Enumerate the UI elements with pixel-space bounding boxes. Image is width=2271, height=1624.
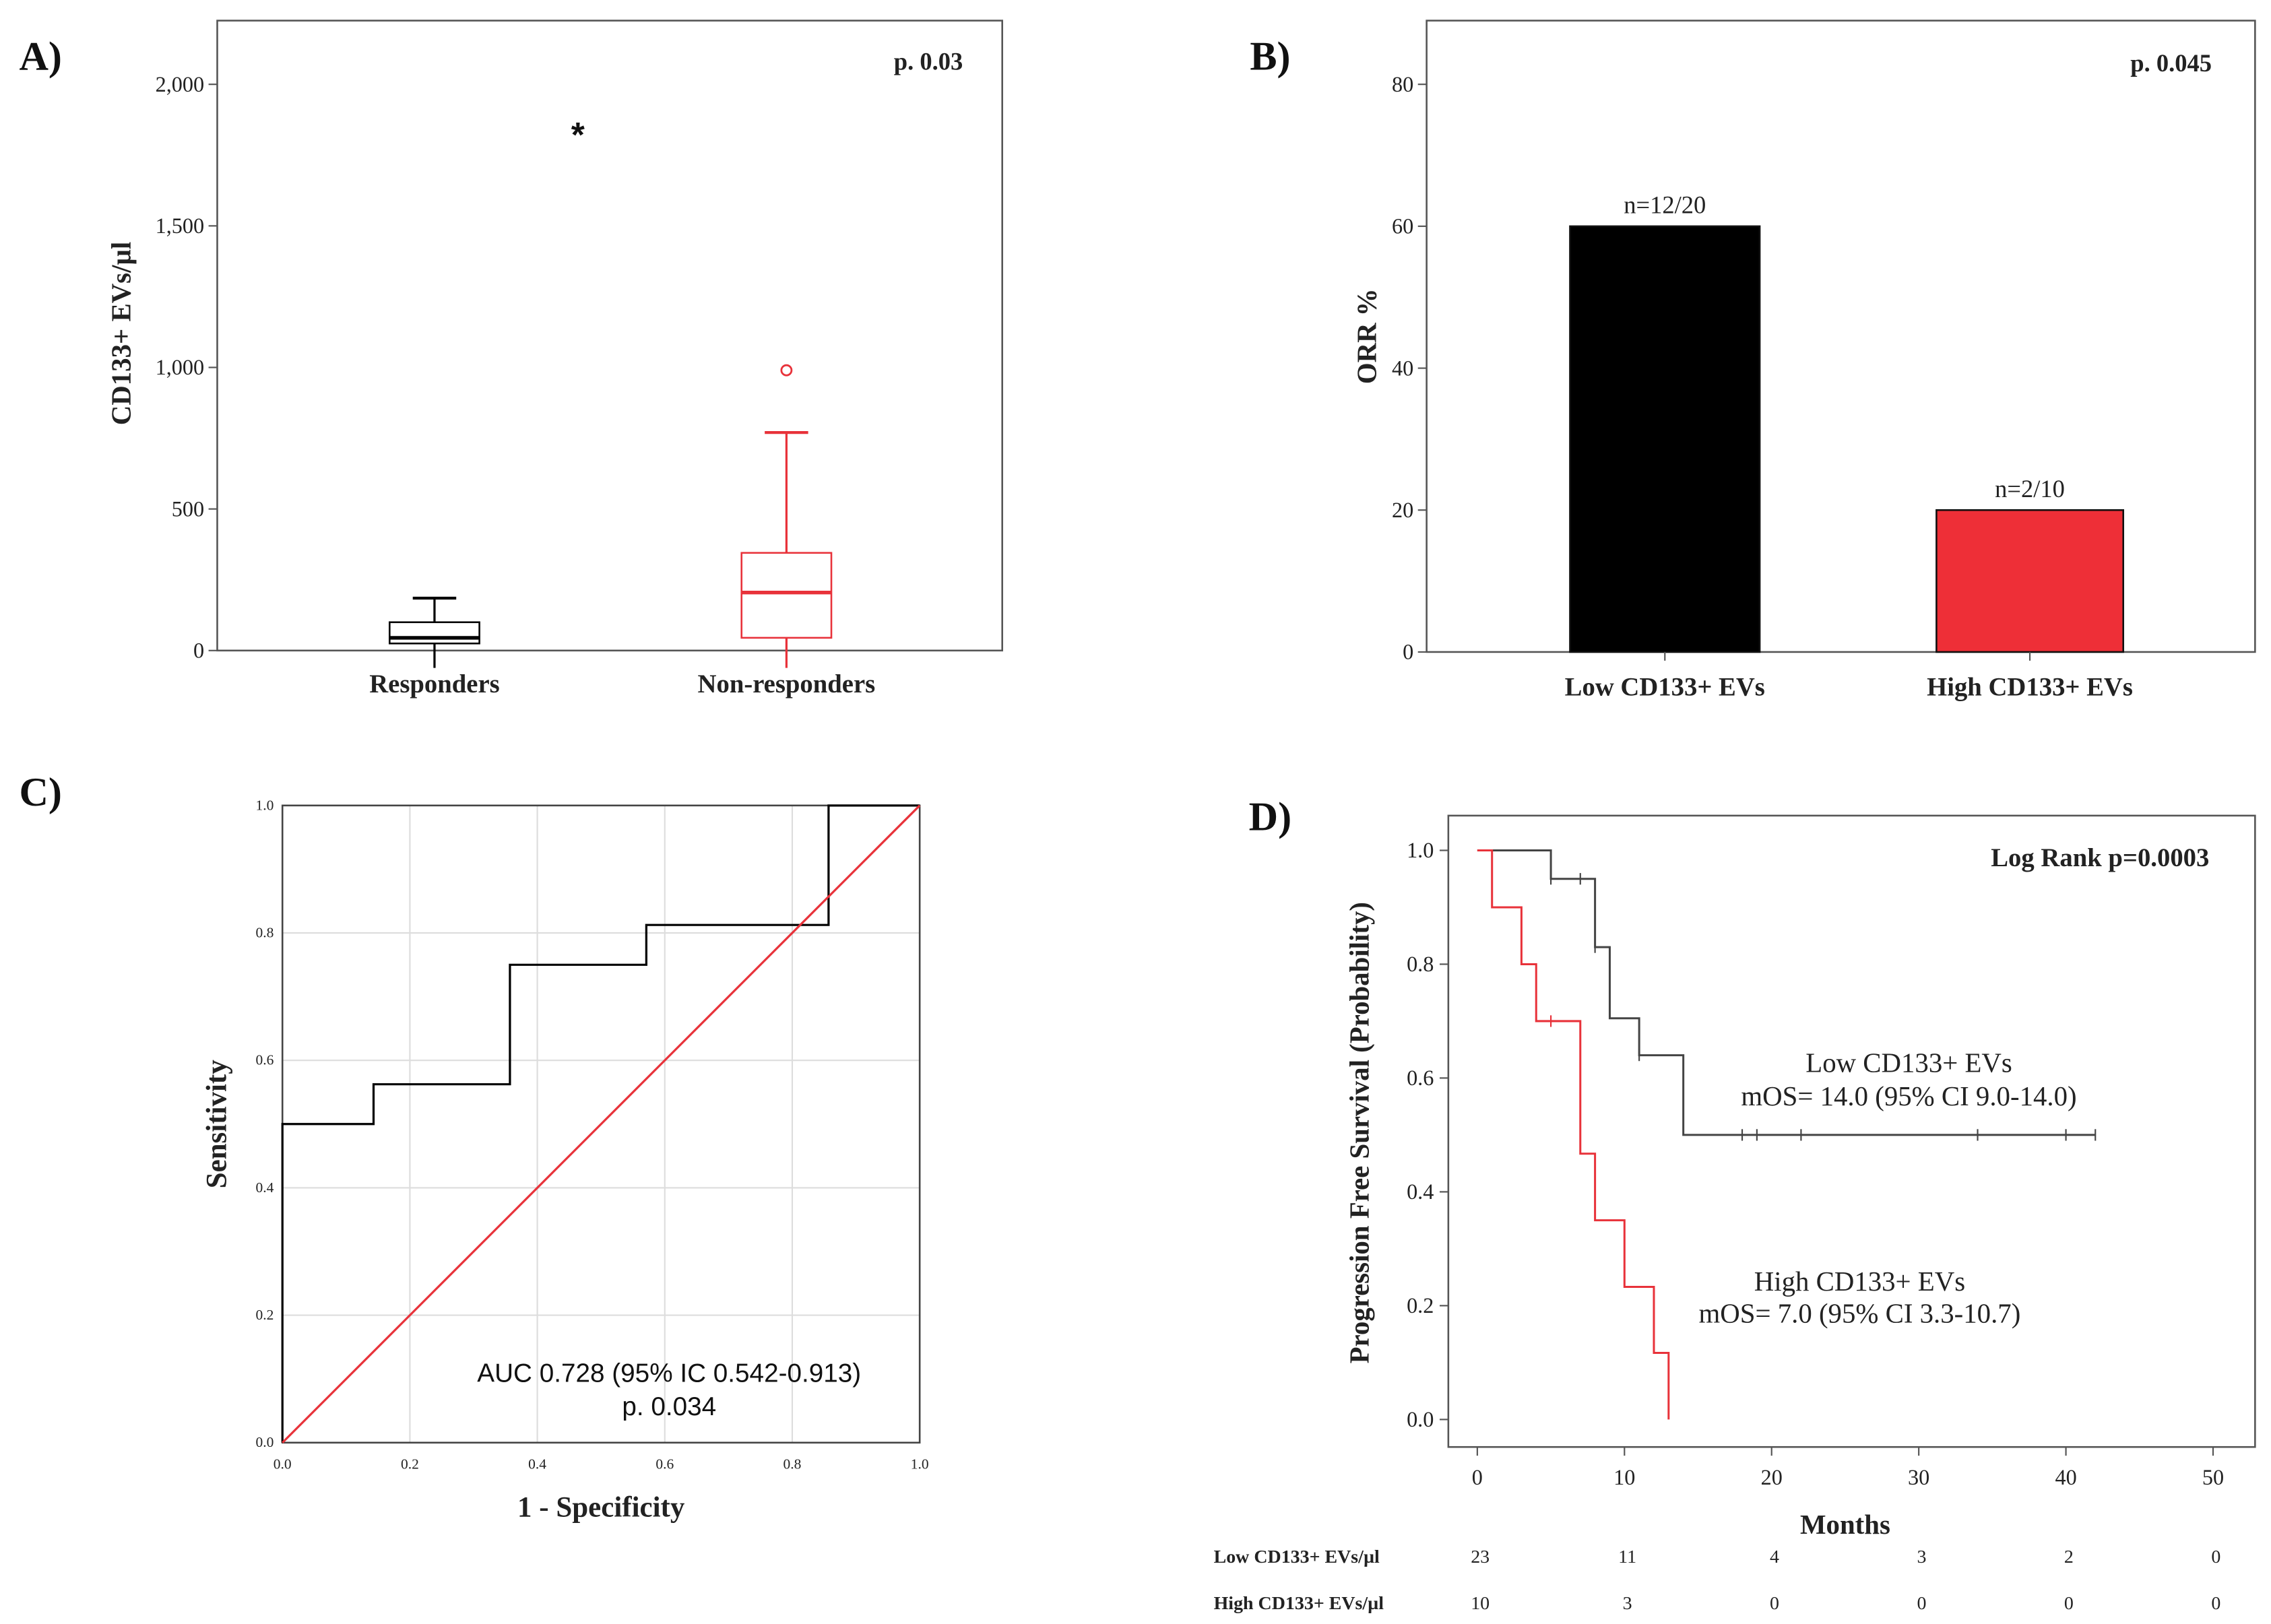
x-axis-label: 1 - Specificity (517, 1491, 685, 1523)
x-tick-label: Low CD133+ EVs (1565, 673, 1765, 701)
y-tick-label: 60 (1392, 214, 1413, 238)
x-axis-label: Months (1800, 1509, 1890, 1540)
y-tick-label: 0.0 (1407, 1407, 1434, 1431)
risk-table-count: 0 (2211, 1593, 2220, 1614)
y-tick-label: 0.6 (255, 1052, 274, 1068)
y-axis-label: Sensitivity (201, 1060, 232, 1189)
risk-table-count: 0 (1917, 1593, 1926, 1614)
risk-table-count: 23 (1471, 1547, 1490, 1567)
curve-median-label: mOS= 14.0 (95% CI 9.0-14.0) (1741, 1081, 2076, 1111)
y-tick-label: 80 (1392, 72, 1413, 96)
risk-table-label: Low CD133+ EVs/µl (1214, 1547, 1380, 1567)
y-tick-label: 500 (172, 496, 204, 521)
risk-table-count: 11 (1618, 1547, 1636, 1567)
x-tick-label: 20 (1761, 1465, 1783, 1489)
y-tick-label: 0.6 (1407, 1066, 1434, 1090)
y-axis-label: CD133+ EVs/µl (106, 242, 136, 426)
plot-frame (1426, 20, 2256, 653)
p-value: p. 0.045 (2130, 49, 2212, 77)
x-tick-label: 0.0 (274, 1456, 292, 1472)
bar-data-label: n=2/10 (1995, 475, 2065, 502)
x-tick-label: 40 (2055, 1465, 2076, 1489)
box-1 (740, 552, 833, 639)
risk-table-count: 4 (1770, 1547, 1779, 1567)
x-tick-label: High CD133+ EVs (1927, 673, 2133, 701)
auc-annotation: AUC 0.728 (95% IC 0.542-0.913) (477, 1359, 861, 1388)
y-axis-label: ORR % (1351, 288, 1382, 384)
log-rank-p-value: Log Rank p=0.0003 (1991, 844, 2209, 872)
panel-label: D) (1249, 794, 1292, 839)
y-tick-label: 0 (1403, 640, 1413, 664)
y-tick-label: 2,000 (156, 72, 205, 96)
y-tick-label: 0.4 (255, 1179, 274, 1196)
y-axis-label: Progression Free Survival (Probability) (1345, 902, 1375, 1363)
plot-frame (216, 20, 1004, 652)
risk-table-count: 3 (1917, 1547, 1926, 1567)
bar-1 (1936, 509, 2125, 653)
panel-label: C) (19, 770, 62, 815)
x-tick-label: 1.0 (911, 1456, 929, 1472)
curve-label: High CD133+ EVs (1754, 1266, 1965, 1297)
x-tick-label: 0.2 (401, 1456, 419, 1472)
risk-table-label: High CD133+ EVs/µl (1214, 1593, 1384, 1614)
y-tick-label: 0 (193, 639, 204, 663)
x-tick-label: 50 (2202, 1465, 2224, 1489)
x-tick-label: 0 (1472, 1465, 1483, 1489)
reference-line (282, 804, 921, 1443)
x-tick-label: 30 (1908, 1465, 1929, 1489)
panel-label: B) (1250, 34, 1290, 79)
plot-frame (1447, 814, 2256, 1448)
roc-curve (281, 804, 920, 1443)
x-tick-label: 0.4 (528, 1456, 546, 1472)
panel-b: B) 0 20 40 60 80 ORR % p. 0.045 n=12/20 Low CD133… (1250, 20, 2256, 701)
y-tick-label: 40 (1392, 356, 1413, 380)
p-value: p. 0.03 (894, 48, 963, 75)
panel-label: A) (19, 34, 62, 79)
risk-table-count: 10 (1471, 1593, 1490, 1614)
y-tick-label: 0.8 (1407, 952, 1434, 976)
y-tick-label: 1.0 (255, 797, 274, 813)
y-tick-label: 0.2 (1407, 1293, 1434, 1318)
box-0 (389, 621, 480, 645)
x-tick-label: Non-responders (698, 670, 876, 699)
extreme-point: * (571, 115, 585, 154)
curve-label: Low CD133+ EVs (1805, 1047, 2012, 1078)
y-tick-label: 0.8 (255, 924, 274, 940)
y-tick-label: 0.2 (255, 1307, 274, 1323)
y-tick-label: 20 (1392, 498, 1413, 522)
risk-table-count: 0 (1770, 1593, 1779, 1614)
panel-a: A) 0 500 1,000 1,500 2,000 CD133+ EVs/µl p. 0.0… (19, 20, 1004, 699)
auc-p-value: p. 0.034 (622, 1392, 716, 1421)
panel-c: C) 0.00.0 0.2 0.2 0.4 0.4 0.6 0.6 0.8 0.8 1.0 1.0 AU… (19, 770, 928, 1524)
bar-data-label: n=12/20 (1624, 191, 1706, 219)
risk-table-count: 2 (2064, 1547, 2074, 1567)
risk-table-count: 0 (2211, 1547, 2220, 1567)
y-tick-label: 0.0 (255, 1434, 274, 1450)
risk-table-count: 3 (1623, 1593, 1632, 1614)
y-tick-label: 1,500 (156, 214, 205, 238)
y-tick-label: 0.4 (1407, 1179, 1434, 1204)
outlier-point (780, 364, 793, 377)
x-tick-label: 0.6 (655, 1456, 674, 1472)
x-tick-label: 10 (1613, 1465, 1635, 1489)
km-curve-high (1477, 849, 1670, 1420)
y-tick-label: 1,000 (156, 355, 205, 379)
x-tick-label: Responders (369, 670, 499, 699)
curve-median-label: mOS= 7.0 (95% CI 3.3-10.7) (1699, 1298, 2021, 1328)
y-tick-label: 1.0 (1407, 838, 1434, 862)
risk-table-count: 0 (2064, 1593, 2074, 1614)
x-tick-label: 0.8 (783, 1456, 802, 1472)
panel-d: D)0.00.20.40.60.81.00 10 20 30 40 50Progressi… (1214, 794, 2256, 1614)
bar-0 (1569, 225, 1761, 653)
